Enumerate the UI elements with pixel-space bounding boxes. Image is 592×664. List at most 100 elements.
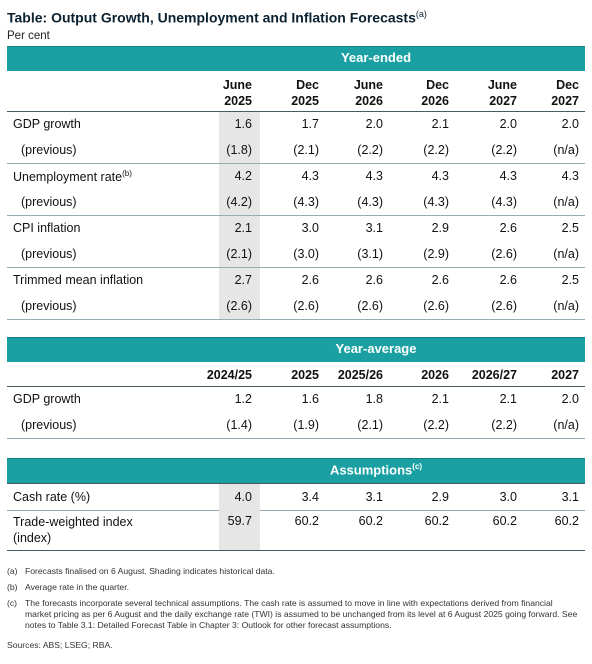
year-average-table: Year-average 2024/25 2025 2025/26 2026 2026/…	[7, 337, 585, 439]
column-header: 2027	[551, 368, 579, 382]
data-row-value: 1.7	[301, 117, 319, 131]
data-row-value: 3.1	[561, 490, 579, 504]
row-label: GDP growth	[13, 392, 81, 406]
column-header: Dec 2025	[259, 77, 319, 109]
data-row-value: 2.1	[431, 392, 449, 406]
column-header-year: 2027	[489, 94, 517, 108]
column-header-year: 2025	[291, 94, 319, 108]
assumptions-band	[7, 458, 585, 483]
footnote: (a) Forecasts finalised on 6 August. Shad…	[7, 566, 581, 577]
data-row-value: 60.2	[358, 514, 383, 528]
data-row-value: 2.7	[234, 273, 252, 287]
column-header: 2025	[291, 368, 319, 382]
assumptions-band-text: Assumptions	[329, 462, 413, 478]
data-row-value: (2.9)	[423, 247, 449, 261]
data-row-value: (2.6)	[226, 299, 252, 313]
data-row: CPI inflation 2.1 3.0 3.1 2.9 2.6 2.5	[7, 216, 585, 242]
footnote: (c) The forecasts incorporate several tec…	[7, 598, 581, 631]
data-row-value: 3.4	[301, 490, 319, 504]
sources: Sources: ABS; LSEG; RBA.	[7, 640, 113, 650]
data-row-value: (4.2)	[226, 195, 252, 209]
data-row-value: 1.8	[365, 392, 383, 406]
data-row-value: 2.9	[431, 221, 449, 235]
column-header-row: 2024/25 2025 2025/26 2026 2026/27 2027	[7, 362, 585, 387]
column-header: 2026	[421, 368, 449, 382]
data-row-value: 4.2	[234, 169, 252, 183]
row-label-footnote: (b)	[122, 169, 132, 178]
table-title: Table: Output Growth, Unemployment and I…	[7, 6, 592, 26]
data-row-value: 1.6	[234, 117, 252, 131]
data-row-value: 2.0	[365, 117, 383, 131]
data-row-value: (2.6)	[293, 299, 319, 313]
data-row-value: 4.3	[561, 169, 579, 183]
data-row: Cash rate (%) 4.0 3.4 3.1 2.9 3.0 3.1	[7, 483, 585, 511]
assumptions-band-label: Assumptions(c)	[167, 462, 585, 477]
column-header: June 2027	[457, 77, 517, 109]
footnote: (b) Average rate in the quarter.	[7, 582, 581, 593]
data-row-value: 2.6	[499, 221, 517, 235]
data-row-value: 60.2	[492, 514, 517, 528]
data-row-value: (n/a)	[553, 247, 579, 261]
column-header-year: 2026	[355, 94, 383, 108]
data-row-value: 3.1	[365, 221, 383, 235]
data-row-value: 3.1	[365, 490, 383, 504]
data-row-value: (4.3)	[423, 195, 449, 209]
column-header-year: 2027	[551, 94, 579, 108]
data-row-value: 3.0	[301, 221, 319, 235]
assumptions-table: Assumptions(c) Cash rate (%) 4.0 3.4 3.1 2.9…	[7, 458, 585, 551]
column-header-month: Dec	[556, 78, 579, 92]
historical-shading	[219, 510, 260, 550]
row-label: CPI inflation	[13, 221, 81, 235]
data-row-value: (4.3)	[357, 195, 383, 209]
footnote-text: Average rate in the quarter.	[25, 582, 129, 592]
data-row: GDP growth 1.2 1.6 1.8 2.1 2.1 2.0	[7, 387, 585, 412]
column-header-month: Dec	[426, 78, 449, 92]
historical-shading	[219, 484, 260, 510]
data-row-value: 4.3	[499, 169, 517, 183]
data-row-value: 4.3	[365, 169, 383, 183]
data-row-value: (2.1)	[226, 247, 252, 261]
historical-shading	[219, 294, 260, 319]
historical-shading	[219, 112, 260, 138]
data-row-value: (n/a)	[553, 143, 579, 157]
data-row-value: 4.3	[301, 169, 319, 183]
column-header: June 2025	[192, 77, 252, 109]
data-row: (previous) (1.8) (2.1) (2.2) (2.2) (2.2) (n/a)	[7, 138, 585, 164]
column-header-month: June	[487, 78, 517, 92]
data-row-value: 3.0	[499, 490, 517, 504]
data-row-value: (2.6)	[491, 299, 517, 313]
data-row-value: 4.0	[234, 490, 252, 504]
data-row: GDP growth 1.6 1.7 2.0 2.1 2.0 2.0	[7, 112, 585, 138]
historical-shading	[219, 190, 260, 215]
column-header-year: 2026	[421, 94, 449, 108]
data-row-value: (2.2)	[491, 418, 517, 432]
year-ended-band-label: Year-ended	[340, 50, 412, 65]
year-average-band	[7, 337, 585, 362]
assumptions-footnote-marker: (c)	[412, 462, 423, 471]
row-label: Unemployment rate(b)	[13, 169, 132, 185]
data-row-value: (2.2)	[357, 143, 383, 157]
data-row-value: 2.1	[234, 221, 252, 235]
table-title-text: Table: Output Growth, Unemployment and I…	[7, 9, 416, 26]
data-row-value: 1.6	[301, 392, 319, 406]
data-row-value: 2.6	[365, 273, 383, 287]
data-row-value: (4.3)	[293, 195, 319, 209]
row-label: (previous)	[21, 418, 77, 432]
data-row-value: (2.2)	[423, 418, 449, 432]
data-row-value: (2.6)	[423, 299, 449, 313]
column-header: Dec 2026	[389, 77, 449, 109]
data-row: Trimmed mean inflation 2.7 2.6 2.6 2.6 2.6 2.5	[7, 268, 585, 294]
column-header-year: 2025	[224, 94, 252, 108]
row-label: (previous)	[21, 195, 77, 209]
footnote-marker: (b)	[7, 582, 18, 592]
data-row-value: (1.4)	[226, 418, 252, 432]
footnote-text: The forecasts incorporate several techni…	[25, 598, 578, 630]
historical-shading	[219, 268, 260, 294]
data-row: (previous) (1.4) (1.9) (2.1) (2.2) (2.2) (n/a)	[7, 413, 585, 439]
row-label: (previous)	[21, 247, 77, 261]
data-row-value: (3.0)	[293, 247, 319, 261]
row-label: (previous)	[21, 299, 77, 313]
data-row-value: 2.1	[431, 117, 449, 131]
footnote-marker: (a)	[7, 566, 18, 576]
row-label: GDP growth	[13, 117, 81, 131]
